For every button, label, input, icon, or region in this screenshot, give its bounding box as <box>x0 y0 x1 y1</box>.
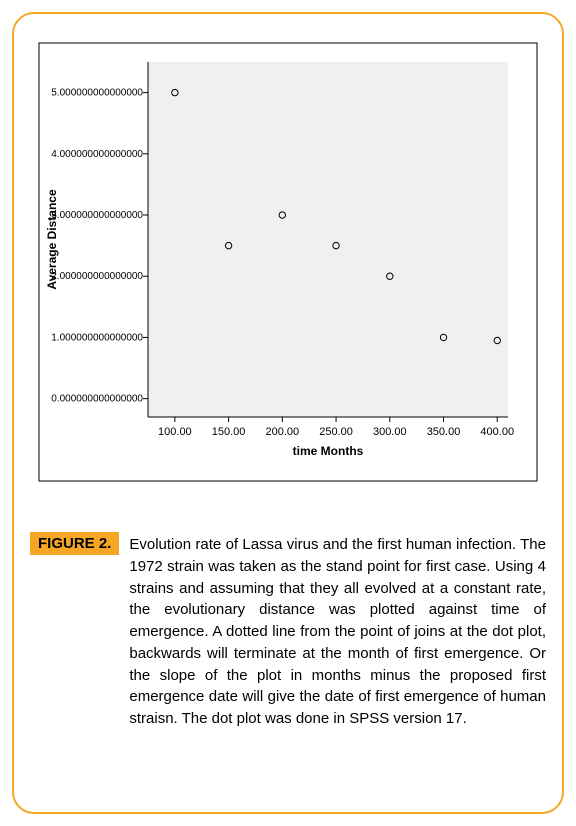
figure-caption-text: Evolution rate of Lassa virus and the fi… <box>129 532 546 730</box>
svg-text:2.000000000000000: 2.000000000000000 <box>51 271 143 282</box>
svg-text:100.00: 100.00 <box>158 426 192 438</box>
svg-text:400.00: 400.00 <box>480 426 514 438</box>
figure-label-badge: FIGURE 2. <box>30 532 119 555</box>
svg-text:5.000000000000000: 5.000000000000000 <box>51 88 143 99</box>
svg-text:200.00: 200.00 <box>266 426 300 438</box>
chart-container: 100.00 150.00 200.00 250.00 300.00 350.00 400.… <box>30 32 546 492</box>
figure-card: 100.00 150.00 200.00 250.00 300.00 350.00 400.… <box>12 12 564 814</box>
svg-text:time Months: time Months <box>293 444 364 458</box>
scatter-chart: 100.00 150.00 200.00 250.00 300.00 350.00 400.… <box>38 42 538 482</box>
svg-text:250.00: 250.00 <box>319 426 353 438</box>
figure-caption-row: FIGURE 2. Evolution rate of Lassa virus … <box>30 532 546 730</box>
svg-text:Average Distance: Average Distance <box>45 189 59 290</box>
svg-text:3.000000000000000: 3.000000000000000 <box>51 210 143 221</box>
svg-text:0.000000000000000: 0.000000000000000 <box>51 394 143 405</box>
svg-text:1.000000000000000: 1.000000000000000 <box>51 332 143 343</box>
svg-text:150.00: 150.00 <box>212 426 246 438</box>
svg-text:4.000000000000000: 4.000000000000000 <box>51 149 143 160</box>
svg-text:300.00: 300.00 <box>373 426 407 438</box>
svg-text:350.00: 350.00 <box>427 426 461 438</box>
